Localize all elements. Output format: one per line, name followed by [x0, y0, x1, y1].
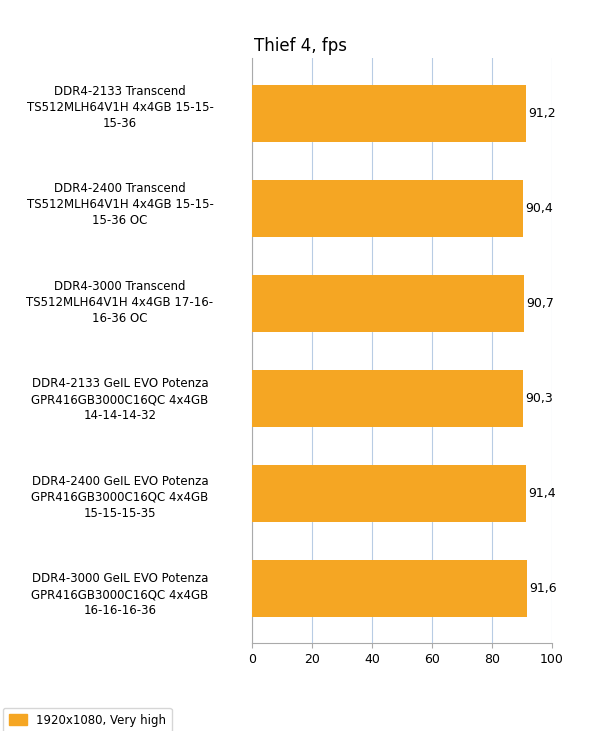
Text: 90,7: 90,7	[527, 297, 554, 310]
Bar	[252, 180, 523, 237]
Text: 91,6: 91,6	[529, 582, 557, 595]
Bar	[252, 275, 524, 332]
Bar	[252, 370, 523, 427]
Text: DDR4-3000 Transcend
TS512MLH64V1H 4x4GB 17-16-
16-36 OC: DDR4-3000 Transcend TS512MLH64V1H 4x4GB …	[26, 280, 214, 325]
Text: DDR4-2400 GeIL EVO Potenza
GPR416GB3000C16QC 4x4GB
15-15-15-35: DDR4-2400 GeIL EVO Potenza GPR416GB3000C…	[31, 474, 209, 520]
Text: DDR4-2133 Transcend
TS512MLH64V1H 4x4GB 15-15-
15-36: DDR4-2133 Transcend TS512MLH64V1H 4x4GB …	[26, 85, 214, 129]
Text: DDR4-3000 GeIL EVO Potenza
GPR416GB3000C16QC 4x4GB
16-16-16-36: DDR4-3000 GeIL EVO Potenza GPR416GB3000C…	[31, 572, 209, 617]
Text: DDR4-2400 Transcend
TS512MLH64V1H 4x4GB 15-15-
15-36 OC: DDR4-2400 Transcend TS512MLH64V1H 4x4GB …	[26, 182, 214, 227]
Text: 91,2: 91,2	[528, 107, 556, 120]
Bar	[252, 465, 526, 522]
Text: DDR4-2133 GeIL EVO Potenza
GPR416GB3000C16QC 4x4GB
14-14-14-32: DDR4-2133 GeIL EVO Potenza GPR416GB3000C…	[31, 377, 209, 422]
Legend: 1920x1080, Very high: 1920x1080, Very high	[3, 708, 172, 731]
Text: 90,3: 90,3	[526, 392, 553, 405]
Bar	[252, 85, 526, 142]
Text: Thief 4, fps: Thief 4, fps	[254, 37, 347, 55]
Bar	[252, 560, 527, 617]
Text: 90,4: 90,4	[526, 202, 553, 215]
Text: 91,4: 91,4	[529, 487, 556, 500]
